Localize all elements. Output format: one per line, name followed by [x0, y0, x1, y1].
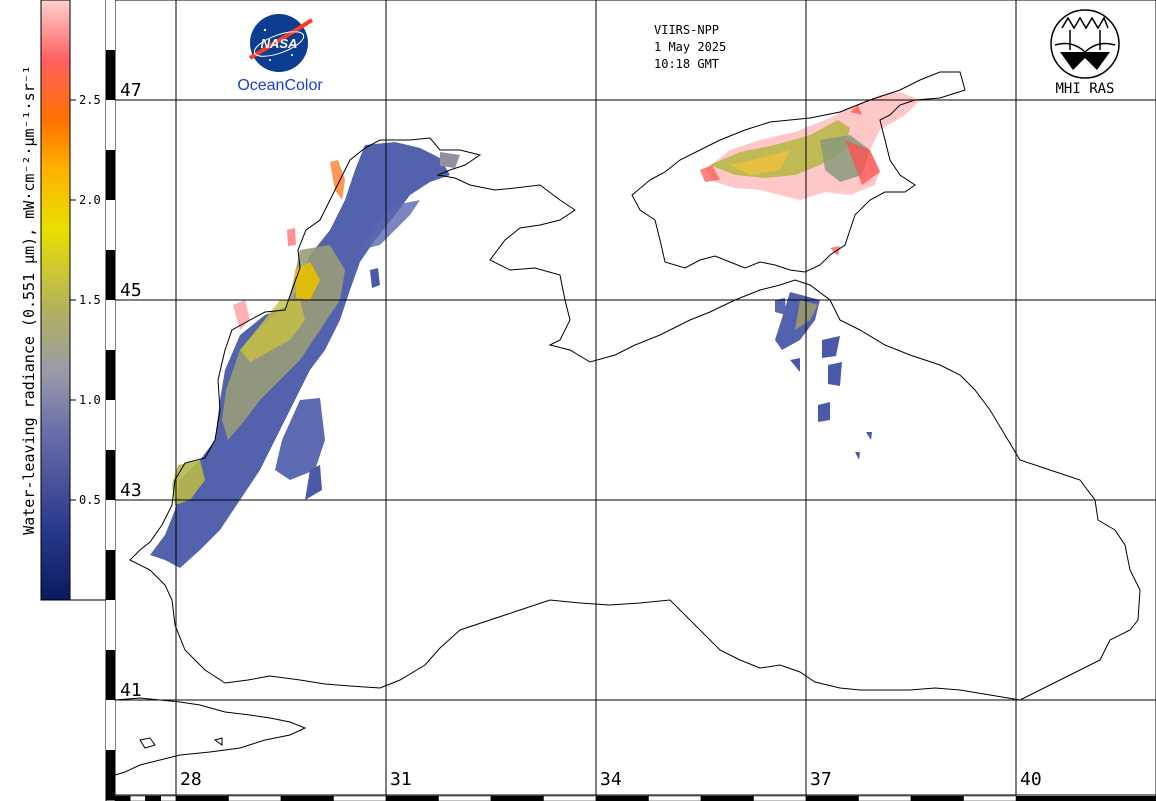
- scale-segment: [333, 795, 387, 801]
- scale-segment: [280, 795, 334, 801]
- scale-segment: [438, 795, 492, 801]
- latitude-labels: 47 45 43 41: [120, 80, 142, 701]
- colorbar-tick-label: 2.0: [79, 193, 101, 207]
- longitude-labels: 28 31 34 37 40: [180, 769, 1042, 790]
- colorbar-title: Water-leaving radiance (0.551 µm), mW·cm…: [20, 65, 38, 535]
- mhi-logo: MHI RAS: [1050, 9, 1120, 97]
- scale-segment: [385, 795, 439, 801]
- scale-segment: [858, 795, 912, 801]
- lat-label-45: 45: [120, 280, 142, 301]
- lat-label-43: 43: [120, 480, 142, 501]
- left-scale-bar: [106, 0, 115, 800]
- colorbar-tick-label: 1.0: [79, 393, 101, 407]
- nasa-meatball-icon: [250, 14, 308, 72]
- radiance-western-shelf: [150, 142, 460, 568]
- scale-segment: [106, 450, 115, 500]
- lon-label-28: 28: [180, 769, 202, 790]
- scale-segment: [106, 650, 115, 700]
- acquisition-time: 10:18 GMT: [654, 57, 719, 71]
- scale-segment: [753, 795, 807, 801]
- lon-label-31: 31: [390, 769, 412, 790]
- nasa-logo: NASA OceanColor: [237, 14, 323, 94]
- colorbar-ticks: 0.5 1.0 1.5 2.0 2.5: [70, 93, 101, 507]
- colorbar-tick-label: 0.5: [79, 493, 101, 507]
- scale-segment: [228, 795, 282, 801]
- nasa-wordmark: NASA: [261, 36, 298, 51]
- scale-segment: [595, 795, 649, 801]
- colorbar-gradient: [40, 0, 71, 601]
- scale-segment: [910, 795, 964, 801]
- scale-segment: [648, 795, 702, 801]
- scale-segment: [130, 795, 146, 801]
- bottom-scale-bar: [114, 795, 1156, 801]
- scale-segment: [106, 150, 115, 200]
- graticule: [115, 0, 1156, 795]
- scale-segment: [160, 795, 177, 801]
- scale-segment: [543, 795, 597, 801]
- scale-segment: [1016, 796, 1156, 801]
- scale-segment: [106, 550, 115, 600]
- scale-segment: [175, 795, 229, 801]
- scale-segment: [805, 795, 859, 801]
- lon-label-37: 37: [810, 769, 832, 790]
- radiance-kerch-patches: [775, 292, 872, 460]
- colorbar-tick-label: 2.5: [79, 93, 101, 107]
- lon-label-34: 34: [600, 769, 622, 790]
- coastline: [114, 71, 1141, 776]
- scale-segment: [114, 795, 131, 801]
- mhi-wordmark: MHI RAS: [1055, 81, 1114, 97]
- acquisition-date: 1 May 2025: [654, 40, 726, 54]
- scale-segment: [106, 250, 115, 300]
- scale-segment: [106, 50, 115, 100]
- scale-segment: [963, 795, 1017, 801]
- colorbar-tick-label: 1.5: [79, 293, 101, 307]
- scale-segment: [106, 750, 115, 800]
- sensor-name: VIIRS-NPP: [654, 23, 719, 37]
- lat-label-47: 47: [120, 80, 142, 101]
- radiance-azov-sea: [700, 92, 920, 256]
- lon-label-40: 40: [1020, 769, 1042, 790]
- oceancolor-wordmark: OceanColor: [237, 77, 323, 94]
- scale-segment: [106, 350, 115, 400]
- scale-segment: [700, 795, 754, 801]
- acquisition-info: VIIRS-NPP 1 May 2025 10:18 GMT: [654, 23, 726, 71]
- colorbar: 0.5 1.0 1.5 2.0 2.5 Water-leaving radiance (…: [20, 0, 106, 601]
- scale-segment: [145, 795, 161, 801]
- scale-segment: [490, 795, 544, 801]
- lat-label-41: 41: [120, 680, 142, 701]
